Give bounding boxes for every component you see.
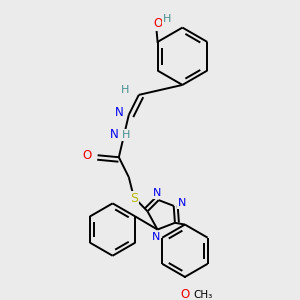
- Text: N: N: [115, 106, 124, 119]
- Text: N: N: [110, 128, 119, 141]
- Text: O: O: [82, 149, 92, 162]
- Text: N: N: [152, 232, 160, 242]
- Text: H: H: [163, 14, 171, 24]
- Text: O: O: [180, 288, 190, 300]
- Text: N: N: [178, 198, 187, 208]
- Text: CH₃: CH₃: [193, 290, 212, 300]
- Text: S: S: [130, 192, 138, 205]
- Text: H: H: [121, 85, 129, 95]
- Text: O: O: [153, 17, 162, 30]
- Text: H: H: [122, 130, 130, 140]
- Text: N: N: [153, 188, 162, 198]
